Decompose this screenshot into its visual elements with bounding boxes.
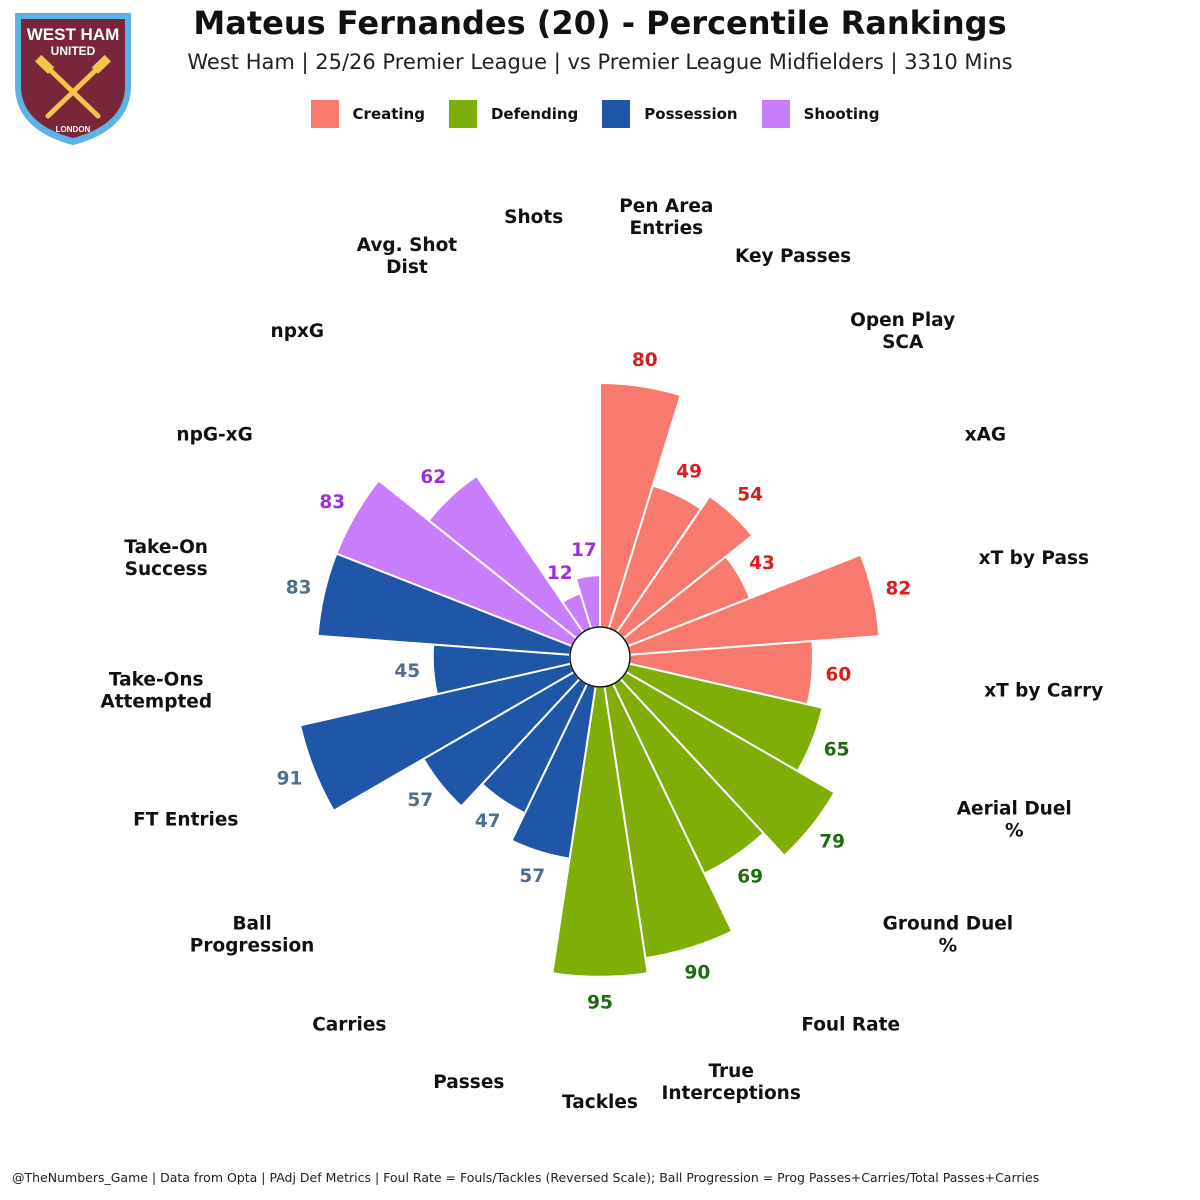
west-ham-crest-logo: WEST HAM UNITED LONDON <box>15 13 131 146</box>
metric-label-aerial-duel: Aerial Duel% <box>957 798 1072 841</box>
metric-label-ball-progression: Ball Progression <box>190 913 315 956</box>
legend-item-defending: Defending <box>448 100 579 128</box>
legend-item-shooting: Shooting <box>761 100 880 128</box>
metric-label-xt-by-pass: xT by Pass <box>979 547 1089 568</box>
value-label-foul-rate: 69 <box>737 867 763 888</box>
value-label-aerial-duel: 65 <box>824 739 850 760</box>
value-label-tackles: 95 <box>587 992 613 1013</box>
value-label-key-passes: 49 <box>676 461 702 482</box>
metric-label-take-on-success: Take-On Success <box>124 536 208 579</box>
legend-label-possession: Possession <box>644 105 738 123</box>
legend-label-shooting: Shooting <box>803 105 880 123</box>
crossed-hammers-icon <box>35 54 111 119</box>
value-label-avg-shot-dist: 12 <box>547 563 573 584</box>
metric-label-npg-xg: npG-xG <box>176 424 252 445</box>
legend-label-creating: Creating <box>352 105 425 123</box>
chart-title: Mateus Fernandes (20) - Percentile Ranki… <box>193 4 1007 42</box>
value-label-carries: 47 <box>475 811 501 832</box>
metric-label-true-interceptions: True Interceptions <box>661 1061 800 1104</box>
value-label-xt-by-carry: 60 <box>825 664 851 685</box>
legend-label-defending: Defending <box>490 105 579 123</box>
value-label-xt-by-pass: 82 <box>886 578 912 599</box>
footer-note: @TheNumbers_Game | Data from Opta | PAdj… <box>12 1170 1040 1185</box>
metric-label-open-play-sca: Open Play SCA <box>850 309 955 352</box>
value-label-pen-area-entries: 80 <box>632 350 658 371</box>
value-label-take-ons-attempted: 45 <box>394 661 420 682</box>
metric-label-foul-rate: Foul Rate <box>801 1014 900 1035</box>
legend-swatch-defending <box>448 100 477 128</box>
legend-item-possession: Possession <box>602 100 738 128</box>
metric-label-passes: Passes <box>433 1072 504 1093</box>
legend-swatch-possession <box>602 100 631 128</box>
metric-label-key-passes: Key Passes <box>735 246 851 267</box>
value-label-ball-progression: 57 <box>407 790 433 811</box>
value-label-npg-xg: 83 <box>319 492 345 513</box>
value-label-ground-duel: 79 <box>819 832 845 853</box>
crest-mid-text: UNITED <box>51 44 96 58</box>
value-label-xag: 43 <box>749 553 775 574</box>
value-label-ft-entries: 91 <box>277 768 303 789</box>
metric-label-xt-by-carry: xT by Carry <box>984 680 1103 701</box>
center-hub <box>569 626 631 688</box>
value-label-npxg: 62 <box>420 467 446 488</box>
metric-label-xag: xAG <box>965 424 1006 445</box>
value-label-open-play-sca: 54 <box>737 485 763 506</box>
metric-label-take-ons-attempted: Take-Ons Attempted <box>100 669 212 712</box>
metric-label-pen-area-entries: Pen Area Entries <box>619 195 713 238</box>
legend-swatch-creating <box>310 100 339 128</box>
metric-label-carries: Carries <box>312 1014 386 1035</box>
legend-item-creating: Creating <box>310 100 425 128</box>
value-label-true-interceptions: 90 <box>685 962 711 983</box>
metric-label-tackles: Tackles <box>562 1092 638 1113</box>
value-label-passes: 57 <box>519 866 545 887</box>
legend: Creating Defending Possession Shooting <box>0 100 1200 128</box>
value-label-take-on-success: 83 <box>286 578 312 599</box>
legend-swatch-shooting <box>761 100 790 128</box>
metric-label-shots: Shots <box>504 206 563 227</box>
value-label-shots: 17 <box>571 540 597 561</box>
metric-label-npxg: npxG <box>271 320 325 341</box>
metric-label-ft-entries: FT Entries <box>133 809 238 830</box>
metric-label-avg-shot-dist: Avg. Shot Dist <box>357 235 458 278</box>
crest-top-text: WEST HAM <box>27 25 120 44</box>
crest-bottom-text: LONDON <box>56 125 91 134</box>
chart-subtitle: West Ham | 25/26 Premier League | vs Pre… <box>187 50 1013 74</box>
metric-label-ground-duel: Ground Duel% <box>883 913 1013 956</box>
